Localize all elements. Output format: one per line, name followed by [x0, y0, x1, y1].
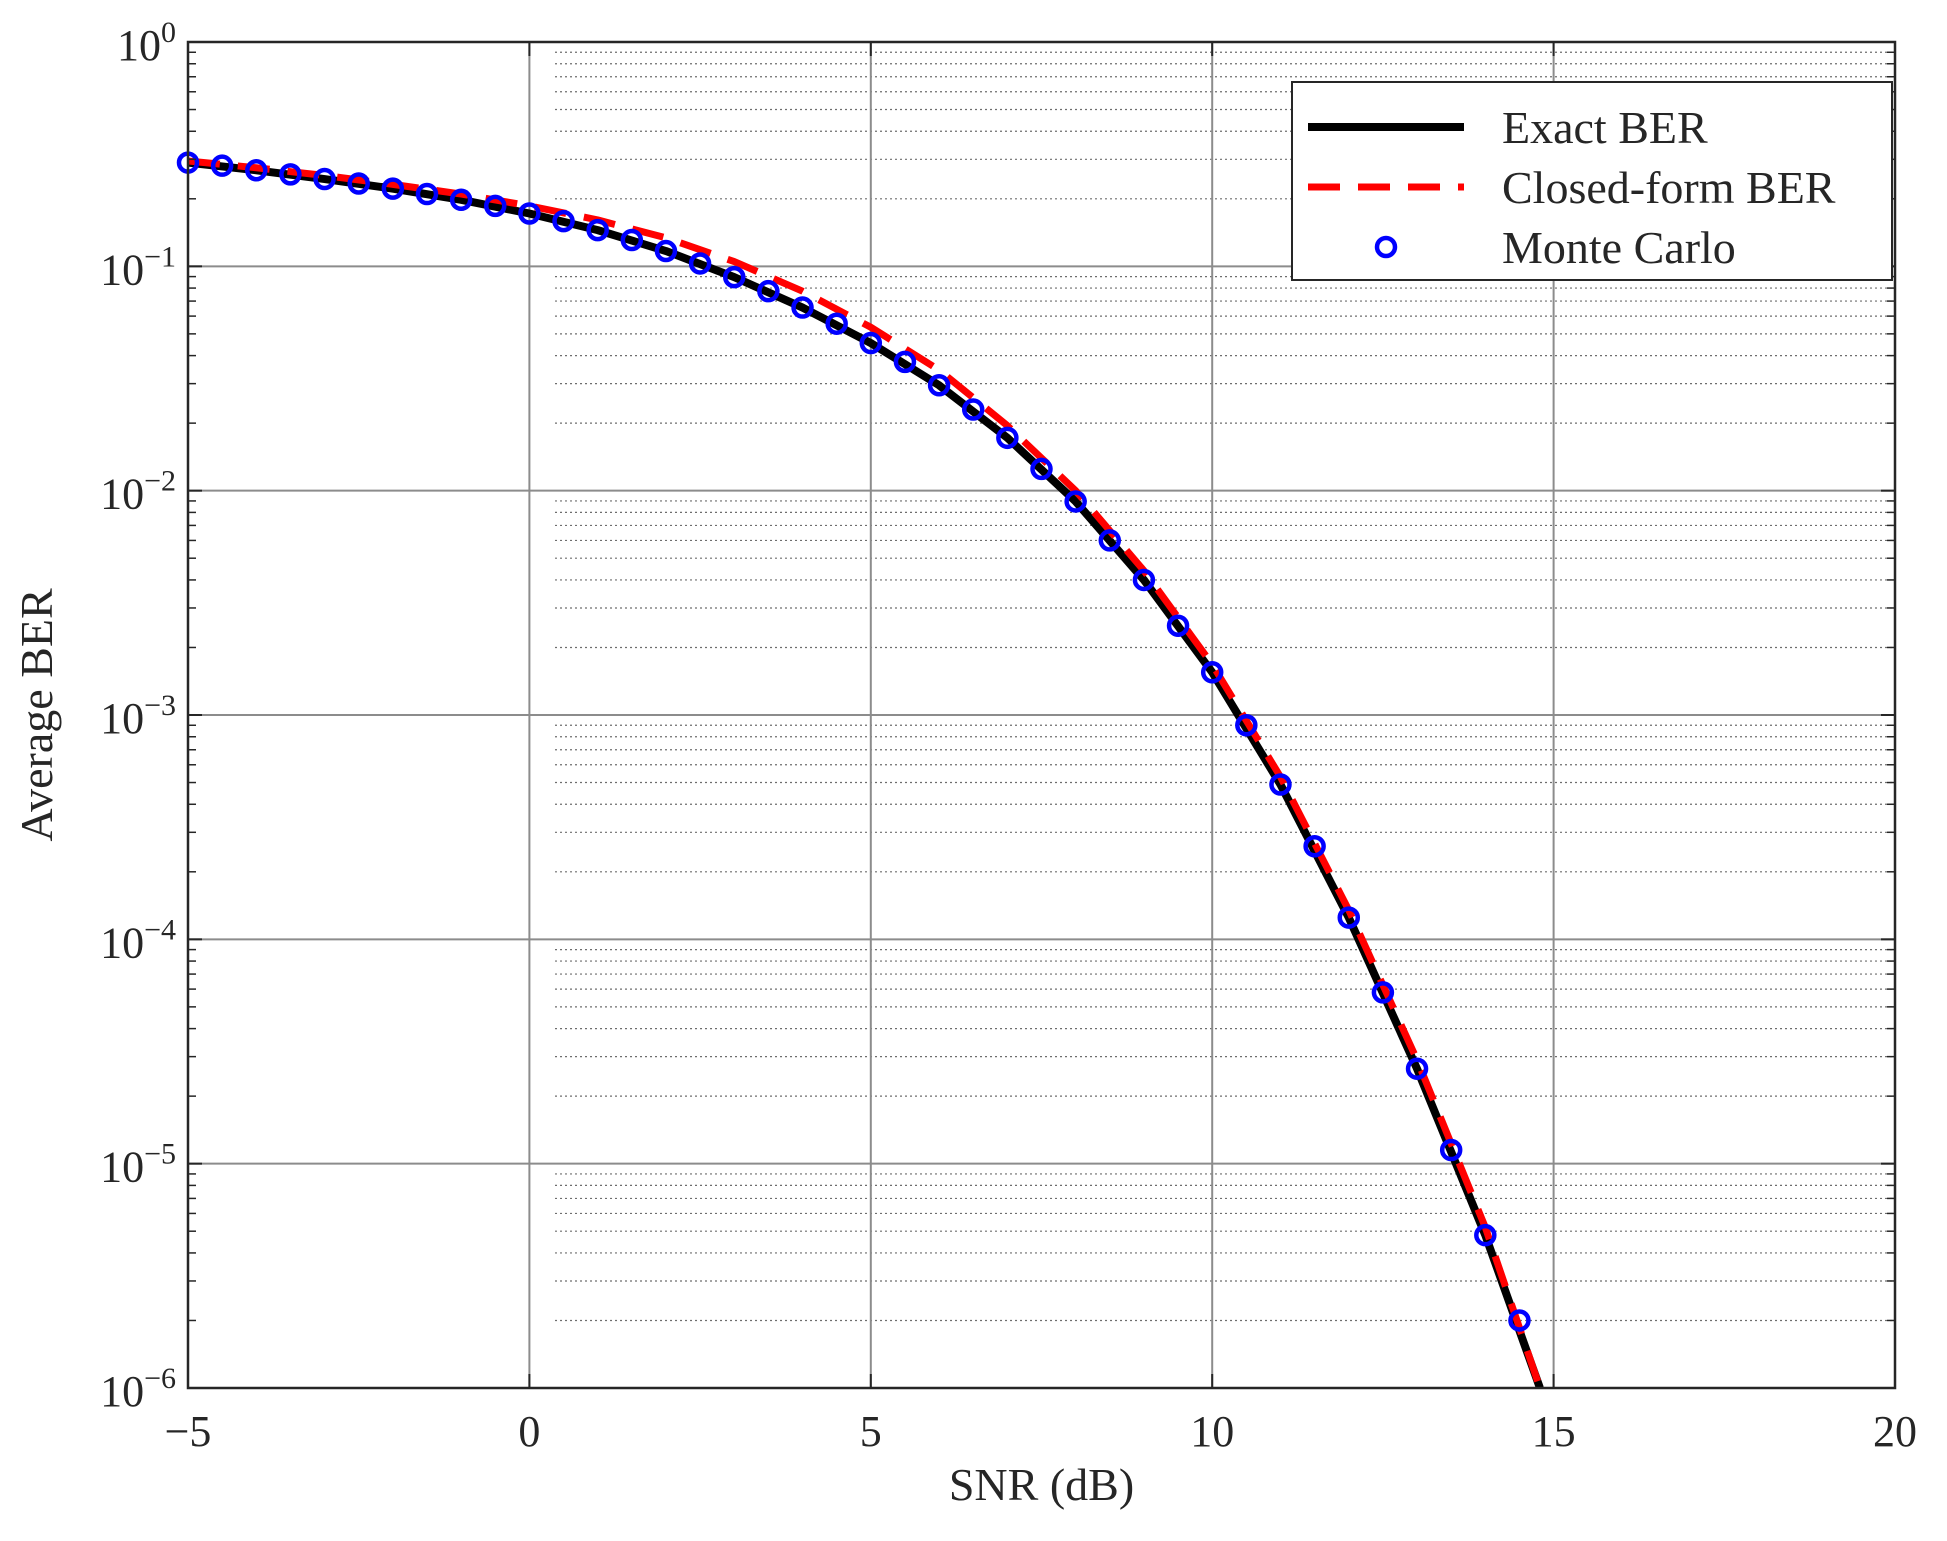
y-axis-label: Average BER: [11, 588, 62, 842]
data-point-monte-carlo: [722, 265, 746, 289]
data-point-monte-carlo: [347, 172, 370, 195]
data-point-monte-carlo: [552, 209, 575, 233]
series-line-closed-form-ber: [188, 157, 1544, 1388]
data-point-monte-carlo: [1405, 1057, 1429, 1080]
data-point-monte-carlo: [1439, 1138, 1463, 1162]
data-point-monte-carlo: [1303, 834, 1326, 858]
data-point-monte-carlo: [245, 159, 268, 182]
y-tick-label: 10−3: [100, 689, 176, 743]
x-tick-label: 15: [1532, 1407, 1576, 1456]
y-tick-label: 10−4: [100, 913, 176, 967]
data-point-monte-carlo: [791, 296, 814, 319]
data-point-monte-carlo: [313, 167, 336, 191]
data-point-monte-carlo: [620, 228, 644, 252]
data-point-monte-carlo: [825, 312, 848, 335]
x-tick-label: 0: [518, 1407, 540, 1456]
data-point-monte-carlo: [1371, 981, 1395, 1004]
data-point-monte-carlo: [927, 374, 951, 397]
legend-swatch-monte-carlo: [1374, 235, 1398, 259]
data-point-monte-carlo: [449, 188, 473, 212]
series-monte-carlo: [176, 151, 1531, 1332]
data-point-monte-carlo: [518, 202, 541, 225]
data-point-monte-carlo: [586, 218, 609, 242]
data-point-monte-carlo: [210, 154, 234, 177]
data-point-monte-carlo: [1030, 457, 1053, 481]
y-tick-label: 10−5: [100, 1138, 176, 1192]
data-point-monte-carlo: [961, 398, 985, 421]
tick-marks: [187, 41, 1896, 1389]
x-tick-label: −5: [165, 1407, 212, 1456]
data-point-monte-carlo: [1166, 614, 1190, 637]
y-tick-label: 100: [117, 16, 176, 70]
legend-label-exact-ber: Exact BER: [1502, 102, 1708, 153]
data-point-monte-carlo: [1269, 773, 1292, 796]
data-point-monte-carlo: [859, 331, 883, 355]
data-point-monte-carlo: [415, 182, 439, 206]
data-point-monte-carlo: [654, 239, 678, 263]
x-axis-label: SNR (dB): [949, 1459, 1134, 1510]
data-point-monte-carlo: [484, 194, 507, 218]
legend-label-monte-carlo: Monte Carlo: [1502, 222, 1736, 273]
y-tick-label: 10−1: [100, 240, 176, 294]
legend-box: [1291, 81, 1893, 281]
data-point-monte-carlo: [1200, 661, 1224, 684]
data-point-monte-carlo: [381, 177, 405, 200]
x-tick-label: 5: [860, 1407, 882, 1456]
data-point-monte-carlo: [1235, 714, 1258, 737]
data-point-monte-carlo: [688, 252, 712, 275]
data-point-monte-carlo: [1132, 568, 1156, 592]
y-tick-labels: 100 10−1 10−2 10−3 10−4 10−5 10−6: [100, 16, 176, 1416]
data-point-monte-carlo: [757, 279, 780, 303]
legend-label-closed-form-ber: Closed-form BER: [1502, 162, 1836, 213]
x-tick-labels: −5 0 5 10 15 20: [165, 1407, 1917, 1456]
x-tick-label: 20: [1873, 1407, 1917, 1456]
legend: Exact BER Closed-form BER Monte Carlo: [1291, 81, 1893, 281]
y-tick-label: 10−6: [100, 1362, 176, 1416]
data-point-monte-carlo: [279, 163, 302, 186]
data-point-monte-carlo: [1064, 490, 1087, 513]
data-point-monte-carlo: [1474, 1223, 1497, 1247]
data-point-monte-carlo: [1098, 529, 1122, 552]
data-point-monte-carlo: [1337, 906, 1361, 929]
data-point-monte-carlo: [1508, 1309, 1531, 1332]
data-point-monte-carlo: [893, 350, 917, 374]
x-tick-label: 10: [1190, 1407, 1234, 1456]
series-layer: [176, 151, 1544, 1388]
data-point-monte-carlo: [996, 426, 1019, 450]
y-tick-label: 10−2: [100, 465, 176, 519]
